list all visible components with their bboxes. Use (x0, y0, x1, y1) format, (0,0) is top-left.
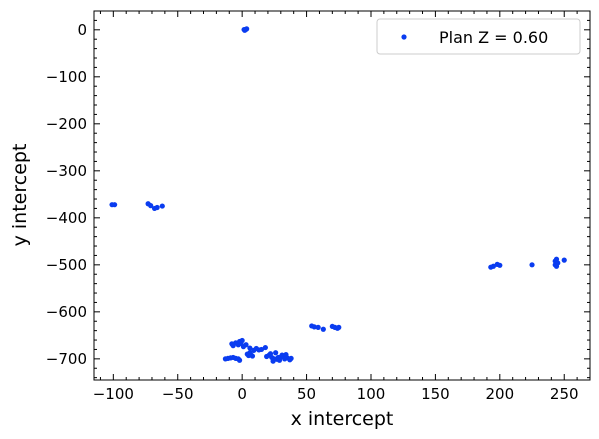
y-axis-label: y intercept (9, 144, 31, 247)
x-tick-label: 0 (237, 385, 247, 403)
data-point (529, 262, 535, 268)
data-point (288, 355, 294, 361)
y-tick-label: −300 (46, 162, 87, 180)
data-point (315, 324, 321, 330)
data-points (109, 26, 567, 364)
x-tick-label: 200 (485, 385, 514, 403)
data-point (553, 263, 560, 269)
y-tick-label: −600 (46, 303, 87, 321)
data-point (249, 353, 256, 359)
legend: Plan Z = 0.60 (376, 18, 581, 55)
y-tick-label: 0 (77, 21, 87, 39)
data-point (262, 344, 268, 351)
x-tick-label: 250 (550, 385, 579, 403)
x-tick-label: 100 (357, 385, 386, 403)
x-tick-label: −50 (162, 385, 194, 403)
data-point (236, 357, 243, 363)
y-tick-label: −200 (46, 115, 87, 133)
data-point (336, 324, 342, 330)
x-tick-label: 150 (421, 385, 450, 403)
x-tick-label: 50 (297, 385, 316, 403)
data-point (159, 203, 165, 209)
data-point (241, 26, 247, 33)
legend-label: Plan Z = 0.60 (439, 28, 548, 47)
data-point (561, 257, 567, 263)
plot-frame (93, 10, 591, 381)
data-point (273, 350, 279, 356)
y-tick-label: −100 (46, 68, 87, 86)
data-point (112, 202, 118, 208)
data-point (148, 203, 154, 209)
data-point (258, 346, 265, 353)
data-point (154, 204, 160, 211)
data-point (243, 342, 249, 348)
y-tick-label: −700 (46, 350, 87, 368)
plot-area (94, 11, 590, 380)
data-point (320, 326, 326, 332)
legend-box (376, 18, 581, 55)
y-tick-label: −500 (46, 256, 87, 274)
data-point (311, 324, 317, 330)
x-axis-label: x intercept (291, 408, 394, 430)
data-point (490, 263, 496, 269)
legend-marker (401, 34, 407, 40)
y-tick-label: −400 (46, 209, 87, 227)
data-point (239, 337, 245, 344)
data-point (247, 345, 253, 351)
x-tick-label: −100 (93, 385, 134, 403)
data-point (497, 262, 503, 268)
